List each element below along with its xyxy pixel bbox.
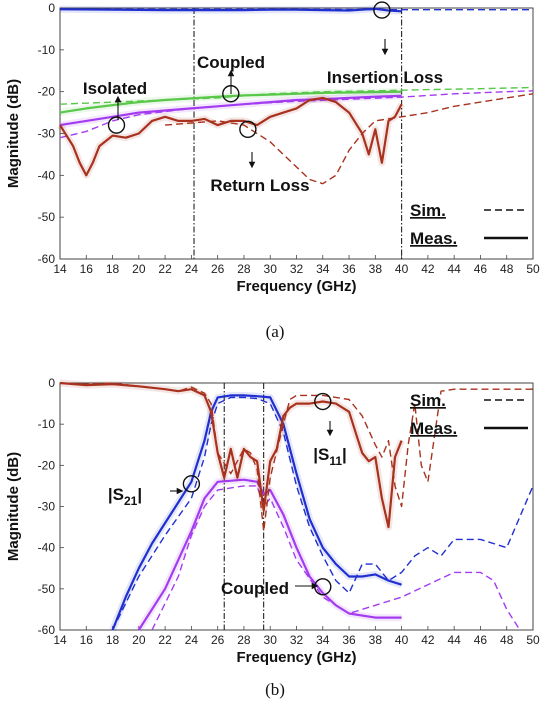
plot-area xyxy=(59,382,534,631)
annotation-circle xyxy=(373,1,391,19)
x-tick-label: 14 xyxy=(53,262,67,276)
x-tick-label: 46 xyxy=(474,262,488,276)
x-tick-label: 50 xyxy=(526,262,540,276)
x-tick-label: 42 xyxy=(421,262,435,276)
x-tick-label: 38 xyxy=(369,262,383,276)
annotation-label: Isolated xyxy=(83,79,147,98)
x-tick-label: 40 xyxy=(395,633,409,647)
y-tick-label: -50 xyxy=(38,210,56,224)
annotation-label: Coupled xyxy=(221,579,289,598)
simulated-series xyxy=(151,485,521,631)
annotation-circle xyxy=(107,116,126,134)
x-tick-label: 34 xyxy=(316,633,330,647)
x-tick-label: 26 xyxy=(211,262,225,276)
x-axis-label: Frequency (GHz) xyxy=(236,649,356,666)
x-tick-label: 38 xyxy=(369,633,383,647)
x-tick-label: 22 xyxy=(158,262,172,276)
annotation-label: Return Loss xyxy=(210,176,309,195)
x-tick-label: 30 xyxy=(264,262,278,276)
measured-series xyxy=(59,381,403,529)
x-tick-label: 28 xyxy=(237,633,251,647)
x-tick-label: 16 xyxy=(80,262,94,276)
simulated-series xyxy=(59,86,534,105)
x-tick-label: 16 xyxy=(80,633,94,647)
legend-sim-label: Sim. xyxy=(410,391,446,410)
y-tick-label: -20 xyxy=(38,85,56,99)
x-tick-label: 36 xyxy=(342,262,356,276)
x-tick-label: 18 xyxy=(106,262,120,276)
annotation-circle xyxy=(182,475,201,493)
figure-caption: (a) xyxy=(266,322,285,341)
legend-meas-label: Meas. xyxy=(410,419,457,438)
x-tick-label: 50 xyxy=(526,633,540,647)
y-axis-label: Magnitude (dB) xyxy=(5,452,22,561)
x-tick-label: 36 xyxy=(342,633,356,647)
legend-sim-label: Sim. xyxy=(410,201,446,220)
y-tick-label: -40 xyxy=(38,541,56,555)
x-tick-label: 20 xyxy=(132,633,146,647)
measured-series xyxy=(137,478,402,631)
y-tick-label: 0 xyxy=(48,376,55,390)
x-tick-label: 24 xyxy=(185,633,199,647)
simulated-series xyxy=(165,93,534,185)
x-tick-label: 14 xyxy=(53,633,67,647)
x-tick-label: 42 xyxy=(421,633,435,647)
annotation-circle xyxy=(314,392,332,411)
chart-a: 14 16 18 20 22 24 26 28 30 32 34 36 38 40 42 44 46 48 50 0 -… xyxy=(5,1,540,341)
y-tick-label: -20 xyxy=(38,458,56,472)
x-tick-label: 44 xyxy=(447,262,461,276)
x-tick-label: 26 xyxy=(211,633,225,647)
y-tick-label: -40 xyxy=(38,168,56,182)
y-tick-label: -60 xyxy=(38,623,56,637)
y-tick-label: -10 xyxy=(38,43,56,57)
x-tick-label: 22 xyxy=(158,633,172,647)
y-tick-label: -10 xyxy=(38,417,56,431)
x-tick-label: 28 xyxy=(237,262,251,276)
x-tick-label: 18 xyxy=(106,633,120,647)
x-tick-label: 32 xyxy=(290,633,304,647)
simulated-series xyxy=(59,382,533,532)
x-tick-label: 20 xyxy=(132,262,146,276)
x-tick-label: 40 xyxy=(395,262,409,276)
x-tick-label: 34 xyxy=(316,262,330,276)
x-tick-label: 46 xyxy=(474,633,488,647)
x-tick-label: 48 xyxy=(500,262,514,276)
y-tick-label: -50 xyxy=(38,582,56,596)
annotation-circle xyxy=(239,120,257,139)
figure-caption: (b) xyxy=(265,680,285,699)
annotation-label: Insertion Loss xyxy=(327,68,443,87)
annotation-label: |S11| xyxy=(313,445,347,468)
y-tick-label: -30 xyxy=(38,500,56,514)
y-tick-label: -30 xyxy=(38,127,56,141)
measured-series xyxy=(59,90,402,114)
chart-b: 14 16 18 20 22 24 26 28 30 32 34 36 38 40 42 44 46 48 50 0 -… xyxy=(5,376,540,699)
measured-series xyxy=(59,96,403,177)
x-tick-label: 30 xyxy=(264,633,278,647)
x-axis-label: Frequency (GHz) xyxy=(236,278,356,295)
annotation-label: |S21| xyxy=(108,485,142,508)
x-tick-label: 24 xyxy=(185,262,199,276)
measured-series xyxy=(111,394,402,631)
y-axis-label: Magnitude (dB) xyxy=(5,79,22,188)
x-tick-label: 48 xyxy=(500,633,514,647)
annotation-label: Coupled xyxy=(197,53,265,72)
measured-series xyxy=(59,94,402,127)
y-tick-label: -60 xyxy=(38,252,56,266)
x-tick-label: 32 xyxy=(290,262,304,276)
x-tick-label: 44 xyxy=(447,633,461,647)
legend-meas-label: Meas. xyxy=(410,229,457,248)
y-tick-label: 0 xyxy=(48,1,55,15)
simulated-series xyxy=(111,396,534,631)
